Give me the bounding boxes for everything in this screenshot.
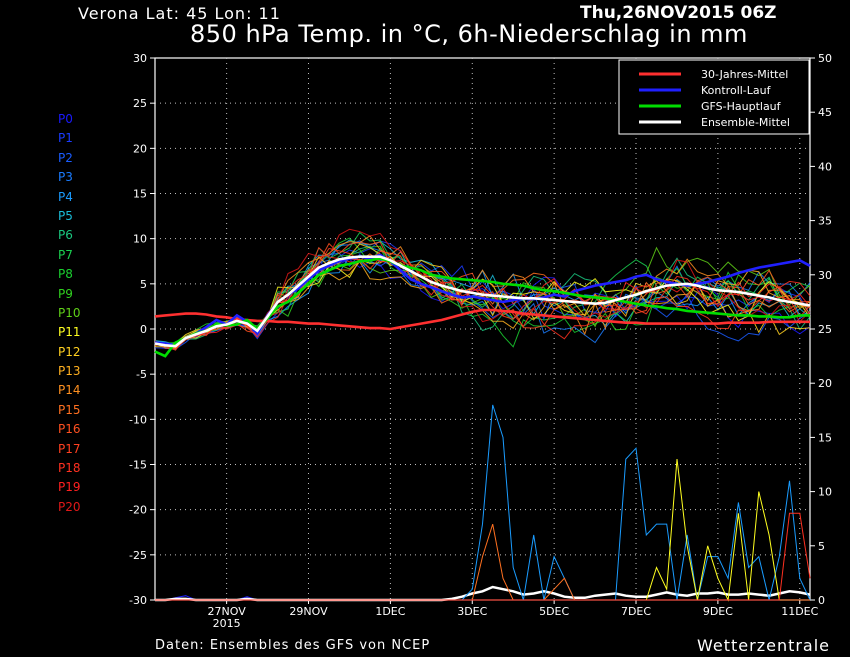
x-tick-label: 29NOV bbox=[289, 605, 328, 618]
member-label-p12: P12 bbox=[58, 344, 81, 359]
precip-line-p4 bbox=[155, 404, 811, 601]
temp-line-ensemble-mittel bbox=[154, 255, 811, 348]
y-right-tick-label: 20 bbox=[818, 377, 832, 390]
member-label-p6: P6 bbox=[58, 228, 73, 243]
y-left-tick-label: -20 bbox=[129, 504, 147, 517]
location-label: Verona Lat: 45 Lon: 11 bbox=[78, 4, 281, 23]
legend-label: Ensemble-Mittel bbox=[701, 116, 790, 129]
chart-title: 850 hPa Temp. in °C, 6h-Niederschlag in … bbox=[190, 20, 748, 48]
member-label-p1: P1 bbox=[58, 131, 73, 146]
member-label-p16: P16 bbox=[58, 422, 81, 437]
data-source-label: Daten: Ensembles des GFS von NCEP bbox=[155, 638, 431, 653]
y-left-tick-label: -30 bbox=[129, 594, 147, 607]
legend-label: 30-Jahres-Mittel bbox=[701, 68, 788, 81]
y-left-tick-label: -15 bbox=[129, 459, 147, 472]
y-right-tick-label: 10 bbox=[818, 486, 832, 499]
run-datestamp: Thu,26NOV2015 06Z bbox=[580, 3, 777, 23]
precip-line-ensemble-mittel bbox=[155, 585, 811, 602]
member-label-p9: P9 bbox=[58, 286, 73, 301]
y-right-tick-label: 15 bbox=[818, 431, 832, 444]
y-right-tick-label: 40 bbox=[818, 160, 832, 173]
member-temp-line bbox=[154, 255, 811, 348]
member-label-p14: P14 bbox=[58, 383, 81, 398]
legend-label: GFS-Hauptlauf bbox=[701, 100, 782, 113]
y-right-tick-label: 35 bbox=[818, 215, 832, 228]
member-legend: P0 P1 P2 P3 P4 P5 P6 P7 P8 P9 P10 P11 P12 P13 P14 P15 P1… bbox=[58, 110, 81, 517]
y-right-tick-label: 25 bbox=[818, 323, 832, 336]
y-left-tick-label: 20 bbox=[133, 142, 147, 155]
y-left-tick-label: 0 bbox=[140, 323, 147, 336]
y-left-tick-label: 10 bbox=[133, 233, 147, 246]
y-right-tick-label: 45 bbox=[818, 106, 832, 119]
member-label-p5: P5 bbox=[58, 208, 73, 223]
y-left-tick-label: -10 bbox=[129, 413, 147, 426]
y-right-tick-label: 30 bbox=[818, 269, 832, 282]
member-label-p0: P0 bbox=[58, 112, 73, 126]
member-label-p20: P20 bbox=[58, 499, 81, 514]
y-right-tick-label: 5 bbox=[818, 540, 825, 553]
x-tick-sublabel: 2015 bbox=[213, 617, 241, 630]
x-tick-label: 1DEC bbox=[375, 605, 405, 618]
member-label-p18: P18 bbox=[58, 461, 81, 476]
x-tick-label: 3DEC bbox=[457, 605, 487, 618]
member-label-p17: P17 bbox=[58, 441, 81, 456]
member-label-p10: P10 bbox=[58, 305, 81, 320]
x-tick-label: 5DEC bbox=[539, 605, 569, 618]
x-tick-label: 11DEC bbox=[781, 605, 818, 618]
y-right-tick-label: 50 bbox=[818, 52, 832, 65]
member-label-p11: P11 bbox=[58, 325, 81, 340]
y-left-tick-label: -25 bbox=[129, 549, 147, 562]
member-label-p19: P19 bbox=[58, 480, 81, 495]
y-left-tick-label: 15 bbox=[133, 188, 147, 201]
member-label-p3: P3 bbox=[58, 170, 73, 185]
precip-line-p15 bbox=[155, 523, 810, 601]
y-left-tick-label: 5 bbox=[140, 278, 147, 291]
brand-label: Wetterzentrale bbox=[697, 636, 831, 655]
y-left-tick-label: 30 bbox=[133, 52, 147, 65]
member-label-p13: P13 bbox=[58, 364, 81, 379]
precip-line-p11 bbox=[155, 459, 810, 602]
x-tick-label: 27NOV bbox=[208, 605, 247, 618]
x-tick-label: 7DEC bbox=[621, 605, 651, 618]
legend-label: Kontroll-Lauf bbox=[701, 84, 772, 97]
y-right-tick-label: 0 bbox=[818, 594, 825, 607]
member-label-p8: P8 bbox=[58, 267, 73, 282]
y-left-tick-label: -5 bbox=[136, 368, 147, 381]
y-left-tick-label: 25 bbox=[133, 97, 147, 110]
member-label-p15: P15 bbox=[58, 402, 81, 417]
precip-line-p18 bbox=[155, 512, 811, 601]
member-label-p7: P7 bbox=[58, 247, 73, 262]
x-tick-label: 9DEC bbox=[703, 605, 733, 618]
member-label-p2: P2 bbox=[58, 150, 73, 165]
member-label-p4: P4 bbox=[58, 189, 73, 204]
